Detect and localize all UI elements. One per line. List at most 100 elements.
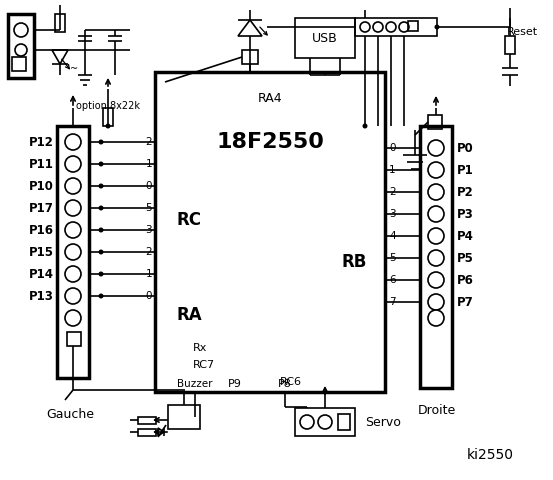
Circle shape — [428, 228, 444, 244]
Circle shape — [106, 123, 111, 129]
Circle shape — [98, 205, 103, 211]
Bar — [155, 72, 385, 392]
Text: P10: P10 — [29, 180, 54, 192]
Text: 0: 0 — [145, 181, 152, 191]
Circle shape — [15, 44, 27, 56]
Bar — [505, 36, 515, 54]
Circle shape — [98, 293, 103, 299]
Circle shape — [98, 140, 103, 144]
Text: 1: 1 — [145, 159, 152, 169]
Text: P5: P5 — [457, 252, 474, 264]
Circle shape — [428, 140, 444, 156]
Text: RA: RA — [177, 306, 202, 324]
Text: 0: 0 — [145, 291, 152, 301]
Text: Buzzer: Buzzer — [178, 379, 213, 389]
Text: P7: P7 — [457, 296, 474, 309]
Circle shape — [399, 22, 409, 32]
Bar — [408, 21, 418, 31]
Bar — [242, 50, 258, 64]
Circle shape — [428, 294, 444, 310]
Bar — [420, 126, 452, 388]
Text: P2: P2 — [457, 185, 474, 199]
Text: 4: 4 — [389, 231, 395, 241]
Text: ~: ~ — [70, 64, 78, 74]
Bar — [428, 115, 442, 129]
Circle shape — [65, 178, 81, 194]
Text: P14: P14 — [29, 267, 54, 280]
Text: option 8x22k: option 8x22k — [76, 101, 140, 111]
Text: Reset: Reset — [507, 27, 538, 37]
Text: 5: 5 — [389, 253, 395, 263]
Text: 2: 2 — [145, 247, 152, 257]
Bar — [8, 14, 34, 78]
Text: P16: P16 — [29, 224, 54, 237]
Text: Servo: Servo — [365, 416, 401, 429]
Text: RA4: RA4 — [258, 92, 283, 105]
Text: RC6: RC6 — [280, 377, 302, 387]
Text: P11: P11 — [29, 157, 54, 170]
Circle shape — [98, 272, 103, 276]
Circle shape — [98, 228, 103, 232]
Text: 1: 1 — [389, 165, 395, 175]
Circle shape — [65, 266, 81, 282]
Text: P13: P13 — [29, 289, 54, 302]
Bar — [338, 414, 350, 430]
Bar — [12, 57, 26, 71]
Bar — [295, 18, 355, 58]
Text: 1: 1 — [145, 269, 152, 279]
Text: P0: P0 — [457, 142, 474, 155]
Circle shape — [428, 250, 444, 266]
Circle shape — [98, 161, 103, 167]
Text: RB: RB — [342, 253, 367, 271]
Text: Rx: Rx — [193, 343, 207, 353]
Circle shape — [65, 288, 81, 304]
Circle shape — [363, 123, 368, 129]
Circle shape — [386, 22, 396, 32]
Text: 0: 0 — [389, 143, 395, 153]
Text: P17: P17 — [29, 202, 54, 215]
Circle shape — [428, 272, 444, 288]
Circle shape — [373, 22, 383, 32]
Circle shape — [14, 23, 28, 37]
Text: 3: 3 — [389, 209, 395, 219]
Circle shape — [65, 156, 81, 172]
Bar — [168, 405, 200, 429]
Text: 5: 5 — [145, 203, 152, 213]
Text: 18F2550: 18F2550 — [216, 132, 324, 152]
Circle shape — [98, 250, 103, 254]
Circle shape — [318, 415, 332, 429]
Text: USB: USB — [312, 32, 338, 45]
Text: ki2550: ki2550 — [467, 448, 514, 462]
Circle shape — [65, 244, 81, 260]
Circle shape — [300, 415, 314, 429]
Text: Gauche: Gauche — [46, 408, 94, 421]
Circle shape — [428, 310, 444, 326]
Bar — [355, 18, 437, 36]
Bar — [57, 126, 89, 378]
Text: 2: 2 — [145, 137, 152, 147]
Circle shape — [65, 310, 81, 326]
Text: P1: P1 — [457, 164, 474, 177]
Circle shape — [360, 22, 370, 32]
Circle shape — [65, 200, 81, 216]
Text: P9: P9 — [228, 379, 242, 389]
Text: P3: P3 — [457, 207, 474, 220]
Text: P8: P8 — [278, 379, 292, 389]
Text: P6: P6 — [457, 274, 474, 287]
Bar — [138, 417, 156, 424]
Text: P4: P4 — [457, 229, 474, 242]
Circle shape — [98, 183, 103, 189]
Circle shape — [65, 134, 81, 150]
Text: P15: P15 — [29, 245, 54, 259]
Bar — [67, 332, 81, 346]
Bar — [138, 429, 156, 436]
Circle shape — [428, 206, 444, 222]
Bar — [55, 14, 65, 32]
Text: 3: 3 — [145, 225, 152, 235]
Text: 6: 6 — [389, 275, 395, 285]
Circle shape — [435, 24, 440, 29]
Circle shape — [65, 222, 81, 238]
Text: 7: 7 — [389, 297, 395, 307]
Text: RC7: RC7 — [193, 360, 215, 370]
Bar — [295, 408, 355, 436]
